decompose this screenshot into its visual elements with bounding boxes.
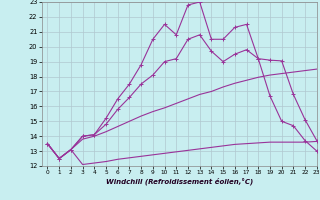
X-axis label: Windchill (Refroidissement éolien,°C): Windchill (Refroidissement éolien,°C) bbox=[106, 177, 253, 185]
